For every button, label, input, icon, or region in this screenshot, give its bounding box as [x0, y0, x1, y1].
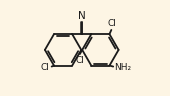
Text: Cl: Cl	[107, 19, 116, 28]
Text: N: N	[78, 11, 86, 21]
Text: NH₂: NH₂	[115, 62, 132, 72]
Text: Cl: Cl	[41, 63, 50, 72]
Text: Cl: Cl	[76, 56, 85, 65]
